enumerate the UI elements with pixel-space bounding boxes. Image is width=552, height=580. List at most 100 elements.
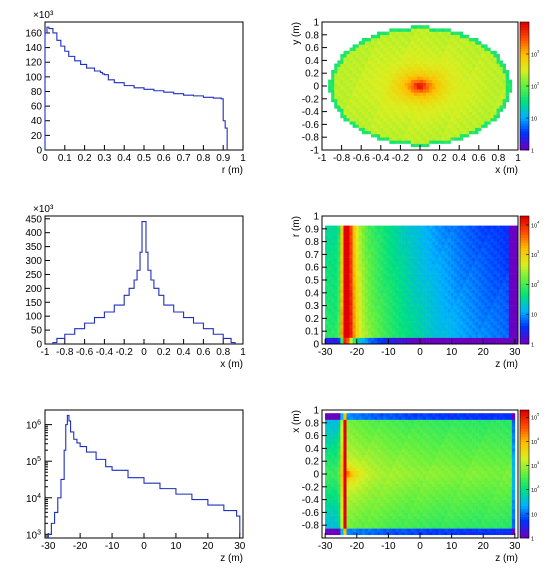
- heatmap-cell: [407, 98, 412, 103]
- heatmap-cell: [389, 108, 393, 112]
- heatmap-cell: [462, 251, 467, 255]
- y-tick-label: 200: [25, 284, 42, 295]
- heatmap-cell: [487, 257, 491, 262]
- heatmap-cell: [346, 102, 350, 106]
- heatmap-cell: [343, 324, 347, 329]
- heatmap-cell: [462, 134, 467, 138]
- heatmap-cell: [398, 286, 402, 290]
- heatmap-cell: [499, 92, 503, 96]
- heatmap-cell: [423, 41, 427, 45]
- heatmap-cell: [450, 127, 454, 132]
- heatmap-cell: [511, 340, 516, 345]
- heatmap-cell: [380, 315, 384, 319]
- heatmap-cell: [355, 318, 359, 322]
- heatmap-cell: [447, 276, 451, 281]
- heatmap-cell: [398, 296, 402, 300]
- heatmap-cell: [410, 302, 415, 306]
- heatmap-cell: [462, 302, 467, 306]
- heatmap-cell: [404, 254, 408, 258]
- heatmap-cell: [389, 331, 393, 335]
- heatmap-cell: [328, 334, 332, 338]
- heatmap-cell: [364, 244, 369, 249]
- heatmap-cell: [398, 340, 402, 345]
- heatmap-cell: [490, 334, 494, 338]
- heatmap-cell: [392, 286, 396, 290]
- heatmap-cell: [438, 270, 442, 274]
- heatmap-cell: [447, 331, 451, 335]
- heatmap-cell: [499, 280, 503, 284]
- heatmap-cell: [456, 34, 461, 39]
- heatmap-cell: [361, 232, 366, 236]
- heatmap-cell: [383, 299, 387, 303]
- heatmap-cell: [484, 92, 488, 96]
- heatmap-cell: [334, 340, 338, 345]
- heatmap-cell: [413, 95, 418, 100]
- colorbar-segment: [520, 72, 529, 76]
- heatmap-cell: [420, 57, 424, 61]
- heatmap-cell: [377, 127, 381, 132]
- heatmap-cell: [401, 235, 405, 239]
- heatmap-cell: [380, 228, 384, 233]
- x-tick-label: 10: [170, 541, 182, 552]
- heatmap-cell: [487, 235, 491, 239]
- heatmap-cell: [407, 270, 412, 274]
- heatmap-cell: [377, 50, 381, 55]
- heatmap-cell: [432, 296, 436, 300]
- heatmap-cell: [374, 47, 378, 52]
- heatmap-cell: [364, 292, 369, 297]
- heatmap-cell: [392, 111, 396, 116]
- heatmap-cell: [383, 118, 387, 122]
- heatmap-cell: [508, 299, 513, 303]
- heatmap-cell: [420, 86, 424, 90]
- colorbar-segment: [520, 218, 529, 222]
- heatmap-cell: [328, 458, 332, 462]
- heatmap-cell: [334, 458, 338, 462]
- heatmap-cell: [340, 79, 344, 84]
- heatmap-cell: [444, 127, 448, 132]
- heatmap-cell: [371, 337, 375, 342]
- heatmap-cell: [343, 486, 347, 491]
- heatmap-cell: [398, 337, 402, 342]
- heatmap-cell: [416, 267, 421, 271]
- heatmap-cell: [334, 315, 338, 319]
- heatmap-cell: [465, 92, 470, 96]
- heatmap-cell: [325, 264, 329, 268]
- heatmap-cell: [450, 270, 454, 274]
- heatmap-cell: [377, 31, 381, 36]
- heatmap-cell: [389, 105, 393, 109]
- heatmap-cell: [383, 315, 387, 319]
- colorbar-segment: [520, 226, 529, 230]
- heatmap-cell: [328, 477, 332, 481]
- colorbar-segment: [520, 341, 529, 345]
- heatmap-cell: [361, 270, 366, 274]
- heatmap-cell: [432, 251, 436, 255]
- heatmap-cell: [358, 118, 363, 122]
- heatmap-cell: [456, 118, 461, 122]
- heatmap-cell: [398, 334, 402, 338]
- heatmap-cell: [346, 522, 350, 526]
- heatmap-cell: [355, 474, 359, 478]
- heatmap-cell: [371, 308, 375, 313]
- heatmap-cell: [410, 241, 415, 246]
- heatmap-cell: [361, 114, 366, 119]
- heatmap-cell: [429, 254, 433, 258]
- heatmap-cell: [325, 308, 329, 313]
- x-axis-label: z (m): [495, 359, 518, 370]
- heatmap-cell: [435, 273, 439, 278]
- heatmap-cell: [331, 461, 335, 465]
- heatmap-cell: [352, 280, 356, 284]
- heatmap-cell: [447, 114, 451, 119]
- x-tick-label: -20: [350, 347, 365, 358]
- heatmap-cell: [355, 337, 359, 342]
- heatmap-cell: [493, 270, 497, 274]
- heatmap-cell: [416, 228, 421, 233]
- heatmap-cell: [328, 454, 332, 459]
- heatmap-cell: [377, 92, 381, 96]
- heatmap-cell: [383, 89, 387, 93]
- heatmap-cell: [361, 515, 366, 520]
- heatmap-cell: [377, 289, 381, 294]
- heatmap-cell: [502, 328, 506, 332]
- heatmap-cell: [462, 270, 467, 274]
- heatmap-cell: [331, 76, 335, 80]
- heatmap-cell: [514, 232, 519, 236]
